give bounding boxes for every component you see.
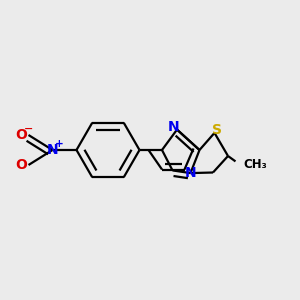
Text: O: O bbox=[15, 158, 27, 172]
Text: +: + bbox=[55, 139, 64, 149]
Text: −: − bbox=[23, 124, 33, 134]
Text: N: N bbox=[47, 143, 58, 157]
Text: S: S bbox=[212, 124, 222, 137]
Text: N: N bbox=[167, 120, 179, 134]
Text: N: N bbox=[185, 166, 196, 180]
Text: O: O bbox=[15, 128, 27, 142]
Text: CH₃: CH₃ bbox=[243, 158, 267, 171]
